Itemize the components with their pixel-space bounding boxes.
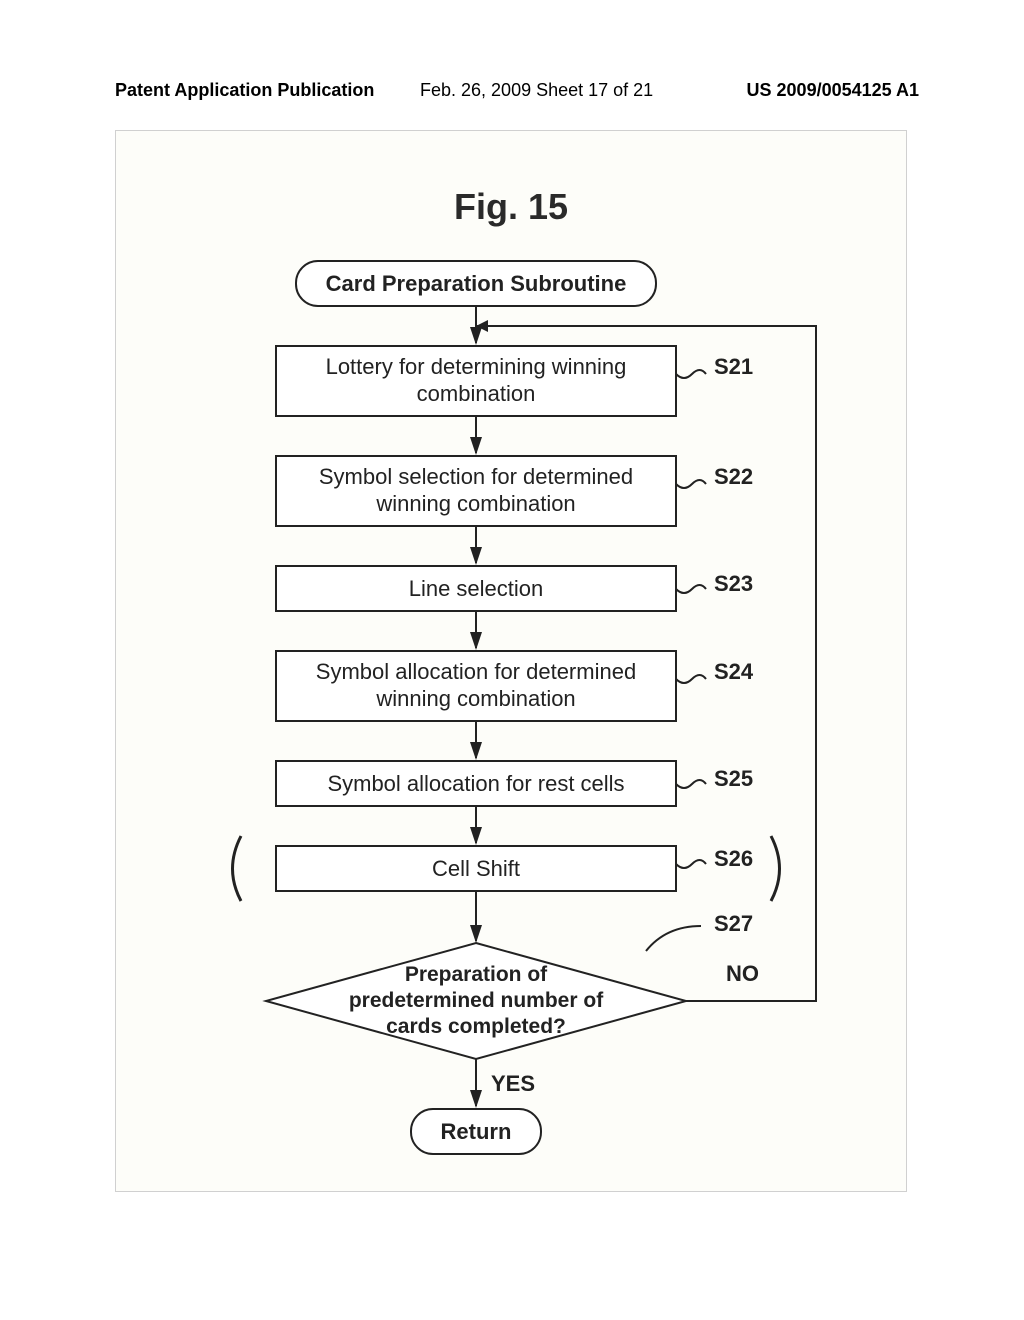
flowchart-svg: Card Preparation Subroutine Lottery for …: [116, 131, 906, 1191]
s26-connector: [676, 860, 706, 868]
s22-label: S22: [714, 464, 753, 489]
s21-text1: Lottery for determining winning: [326, 354, 627, 379]
s27-yes-text: YES: [491, 1071, 535, 1096]
s26-node: Cell Shift: [276, 846, 676, 891]
start-text: Card Preparation Subroutine: [326, 271, 627, 296]
s25-connector: [676, 780, 706, 788]
header-right: US 2009/0054125 A1: [747, 80, 919, 101]
s21-text2: combination: [417, 381, 536, 406]
figure-frame: Fig. 15 Card Preparation Subroutine Lott…: [115, 130, 907, 1192]
s27-node: Preparation of predetermined number of c…: [266, 943, 686, 1059]
s25-node: Symbol allocation for rest cells: [276, 761, 676, 806]
s26-text: Cell Shift: [432, 856, 520, 881]
no-loop-arrowhead: [476, 320, 488, 332]
s23-text: Line selection: [409, 576, 544, 601]
s27-connector: [646, 926, 701, 951]
s26-right-paren: [771, 836, 780, 901]
s21-label: S21: [714, 354, 753, 379]
s26-label: S26: [714, 846, 753, 871]
s21-connector: [676, 370, 706, 378]
s23-node: Line selection: [276, 566, 676, 611]
s24-node: Symbol allocation for determined winning…: [276, 651, 676, 721]
s24-text2: winning combination: [375, 686, 575, 711]
s22-connector: [676, 480, 706, 488]
s27-text1: Preparation of: [405, 963, 548, 986]
return-text: Return: [441, 1119, 512, 1144]
s22-node: Symbol selection for determined winning …: [276, 456, 676, 526]
s25-text: Symbol allocation for rest cells: [327, 771, 624, 796]
header-mid: Feb. 26, 2009 Sheet 17 of 21: [420, 80, 653, 101]
return-node: Return: [411, 1109, 541, 1154]
s27-label: S27: [714, 911, 753, 936]
s22-text1: Symbol selection for determined: [319, 464, 633, 489]
s25-label: S25: [714, 766, 753, 791]
s24-connector: [676, 675, 706, 683]
page: Patent Application Publication Feb. 26, …: [0, 0, 1024, 1320]
s27-text2: predetermined number of: [349, 989, 604, 1012]
s27-no-text: NO: [726, 961, 759, 986]
s23-label: S23: [714, 571, 753, 596]
s22-text2: winning combination: [375, 491, 575, 516]
s26-left-paren: [233, 836, 242, 901]
s24-text1: Symbol allocation for determined: [316, 659, 636, 684]
s23-connector: [676, 585, 706, 593]
header-left: Patent Application Publication: [115, 80, 374, 101]
s24-label: S24: [714, 659, 754, 684]
s27-text3: cards completed?: [386, 1015, 566, 1038]
s21-node: Lottery for determining winning combinat…: [276, 346, 676, 416]
page-header: Patent Application Publication Feb. 26, …: [0, 80, 1024, 120]
start-node: Card Preparation Subroutine: [296, 261, 656, 306]
